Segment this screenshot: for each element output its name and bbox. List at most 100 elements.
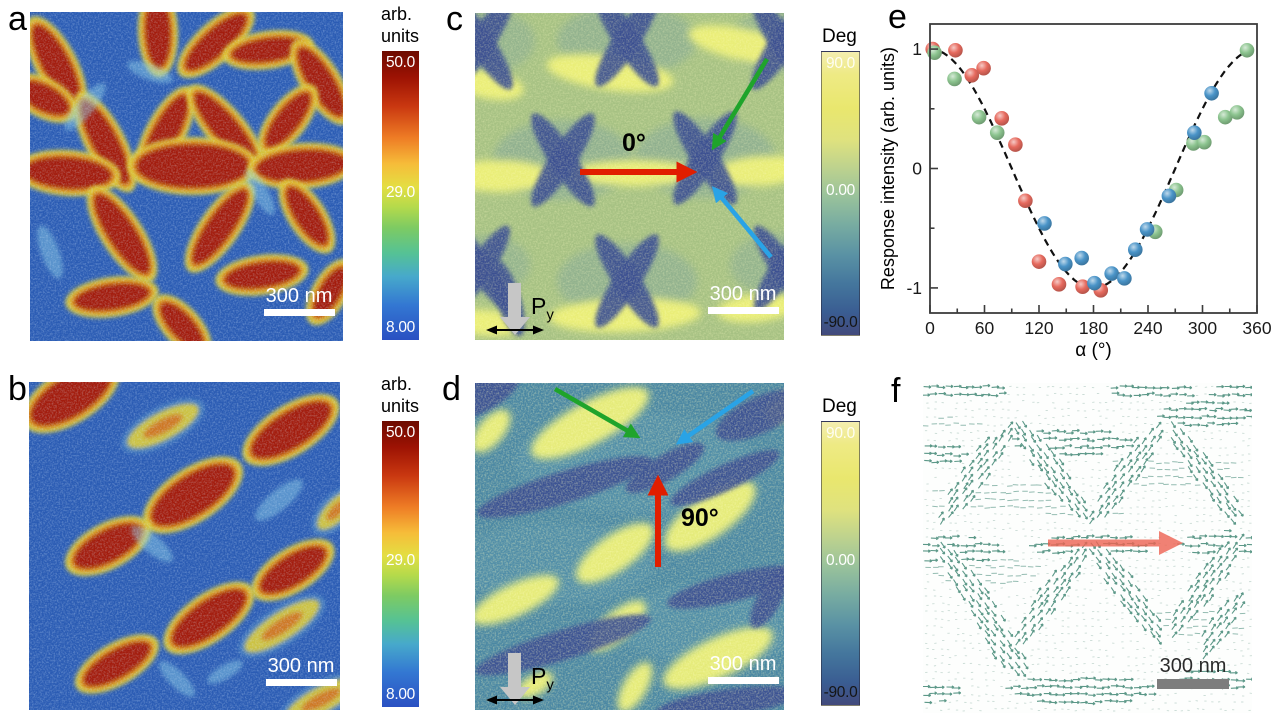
data-point (1031, 254, 1047, 269)
colorbar-a-title-line1: arb. (381, 4, 413, 24)
colorbar-a-min-label: 8.00 (386, 319, 415, 336)
data-point (989, 125, 1005, 140)
data-point (1217, 109, 1233, 125)
colorbar-a-mid-label: 29.0 (386, 183, 415, 201)
data-point (1187, 125, 1202, 140)
data-point (1229, 105, 1245, 120)
svg-text:360: 360 (1242, 318, 1271, 338)
cosine-fit-curve (929, 48, 1258, 290)
colorbar-c-max-label: 90.0 (826, 55, 855, 72)
scale-bar-f: 300 nm (1150, 656, 1236, 689)
svg-text:60: 60 (975, 318, 995, 338)
angle-label-90deg: 90° (681, 504, 719, 532)
data-point (1117, 271, 1132, 286)
data-point (1186, 136, 1201, 151)
scale-bar-label: 300 nm (709, 283, 777, 305)
pfm-amplitude-image-a (30, 12, 343, 341)
colorbar-b-mid-label: 29.0 (386, 552, 415, 570)
data-point (1074, 250, 1089, 266)
data-point (971, 109, 987, 125)
polarization-arrow-icon (508, 653, 521, 689)
svg-text:300: 300 (1188, 318, 1217, 338)
colorbar-d-title: Deg (822, 396, 857, 417)
colorbar-amplitude-b: 50.0 29.0 8.00 (382, 421, 419, 707)
scale-bar-d: 300 nm (700, 654, 786, 684)
data-point (964, 68, 980, 83)
colorbar-a-max-label: 50.0 (386, 54, 415, 71)
svg-text:240: 240 (1133, 318, 1162, 338)
y-axis-label: Response intensity (arb. units) (880, 47, 898, 290)
net-polarization-arrow-red (1048, 531, 1183, 555)
colorbar-c-mid-label: 0.00 (826, 181, 855, 199)
svg-text:0: 0 (912, 159, 922, 179)
colorbar-b-title-line2: units (381, 396, 420, 416)
data-point (1139, 222, 1155, 237)
panel-a-label: a (8, 0, 27, 38)
polarization-indicator-c: Py (481, 283, 565, 347)
scale-bar-label: 300 nm (267, 655, 335, 677)
scale-bar-label: 300 nm (1159, 655, 1227, 677)
svg-text:-1: -1 (906, 278, 922, 298)
data-point (1127, 242, 1143, 258)
panel-d-label: d (442, 370, 461, 408)
polarization-vector-map-f (923, 383, 1252, 713)
svg-text:1: 1 (912, 39, 922, 59)
colorbar-phase-d: 90.0 0.00 -90.0 (821, 421, 860, 706)
data-point (1008, 137, 1023, 152)
data-point (994, 111, 1010, 126)
data-point (1075, 279, 1090, 295)
data-point (948, 42, 963, 58)
scale-bar-label: 300 nm (709, 653, 777, 675)
svg-text:180: 180 (1079, 318, 1108, 338)
domain-arrow-green (711, 57, 769, 151)
inplane-axis-arrow-icon (486, 695, 544, 705)
domain-arrow-green (553, 387, 641, 439)
polarization-indicator-d: Py (481, 653, 565, 717)
scatter-series-red (925, 41, 1109, 298)
scale-bar-c: 300 nm (700, 284, 786, 314)
domain-arrow-blue (675, 389, 755, 445)
data-point (976, 60, 991, 76)
colorbar-d-min-label: -90.0 (823, 684, 858, 701)
colorbar-b-title-line1: arb. (381, 374, 413, 394)
svg-text:120: 120 (1024, 318, 1053, 338)
scale-bar-b: 300 nm (258, 656, 344, 686)
panel-c-label: c (446, 0, 463, 38)
data-point (1239, 42, 1255, 58)
data-point (1051, 277, 1067, 292)
pfm-phase-image-c (475, 13, 784, 340)
colorbar-amplitude-a: 50.0 29.0 8.00 (382, 51, 419, 340)
colorbar-d-max-label: 90.0 (826, 425, 855, 442)
polarization-label: Py (531, 663, 554, 694)
colorbar-a-title-line2: units (381, 26, 420, 46)
data-point (1087, 275, 1102, 291)
data-point (1018, 193, 1033, 209)
colorbar-d-mid-label: 0.00 (826, 551, 855, 569)
polarization-label: Py (531, 293, 554, 324)
colorbar-b-max-label: 50.0 (386, 424, 415, 441)
pfm-phase-image-d (475, 383, 784, 710)
panel-f-label: f (891, 372, 901, 410)
domain-arrow-blue (711, 186, 773, 259)
data-point (1058, 256, 1073, 272)
panel-e-label: e (888, 0, 907, 36)
inplane-axis-arrow-icon (486, 325, 544, 335)
pfm-amplitude-image-b (29, 382, 340, 710)
data-point (1037, 216, 1052, 231)
data-point (1104, 266, 1119, 281)
data-point (1161, 188, 1177, 204)
panel-b-label: b (8, 370, 27, 408)
data-point (1197, 134, 1212, 150)
colorbar-c-min-label: -90.0 (823, 314, 858, 331)
svg-text:0: 0 (925, 318, 935, 338)
data-point (947, 71, 962, 87)
colorbar-c-title: Deg (822, 26, 857, 47)
angle-label-0deg: 0° (622, 129, 646, 157)
data-point (1204, 85, 1219, 101)
colorbar-phase-c: 90.0 0.00 -90.0 (821, 51, 860, 336)
scale-bar-a: 300 nm (256, 286, 342, 316)
x-axis-label: α (°) (1075, 340, 1112, 360)
polarization-arrow-icon (508, 283, 521, 319)
